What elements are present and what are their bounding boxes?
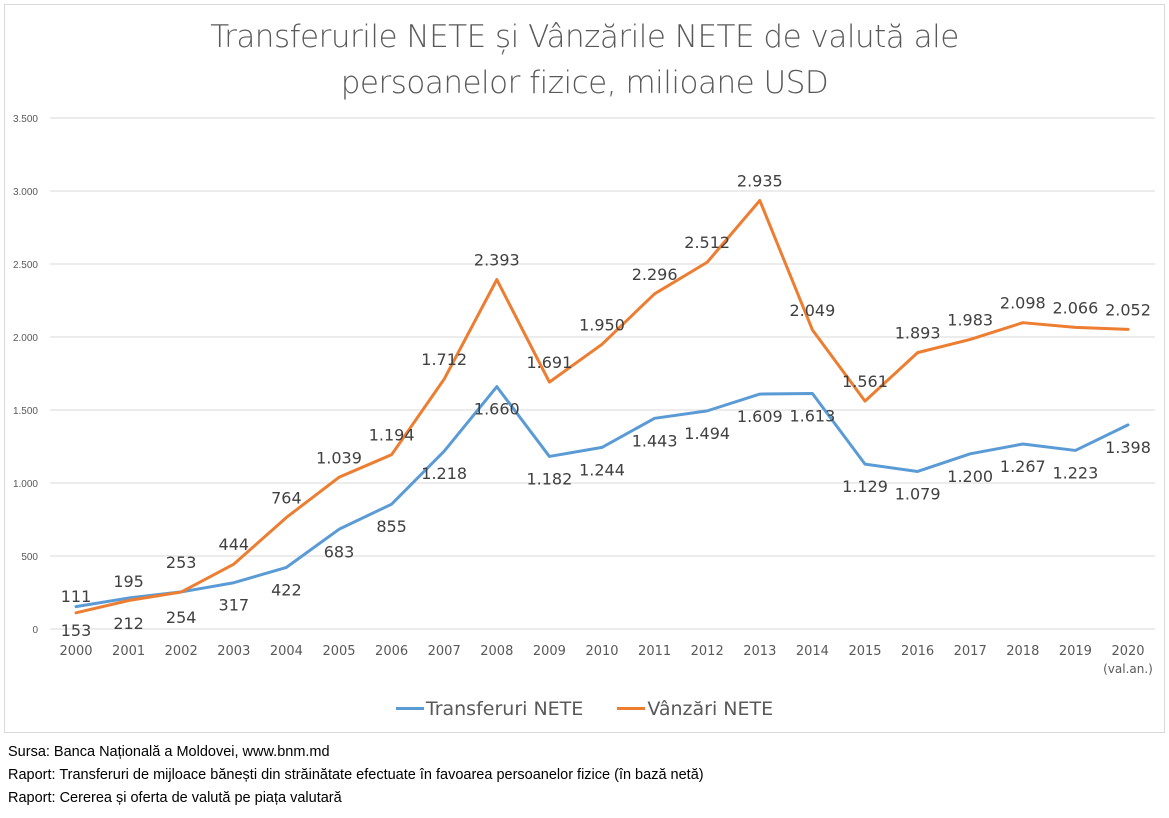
x-tick-label: 2006 bbox=[375, 644, 408, 659]
x-tick-label: 2017 bbox=[954, 644, 987, 659]
y-tick-label: 3.000 bbox=[13, 187, 38, 198]
x-tick-label: 2003 bbox=[217, 644, 250, 659]
data-label: 2.052 bbox=[1105, 300, 1151, 319]
data-label: 855 bbox=[376, 517, 407, 536]
gridlines bbox=[50, 117, 1155, 630]
data-label: 254 bbox=[166, 608, 197, 627]
data-label: 1.609 bbox=[737, 407, 783, 426]
data-label: 212 bbox=[113, 614, 144, 633]
legend-item-transferuri: Transferuri NETE bbox=[395, 697, 584, 720]
data-label: 1.561 bbox=[842, 372, 888, 391]
data-label: 153 bbox=[61, 621, 92, 640]
report-line-currency: Raport: Cererea și oferta de valută pe p… bbox=[8, 790, 342, 806]
report-line-transfers: Raport: Transferuri de mijloace bănești … bbox=[8, 767, 704, 783]
x-tick-label: 2019 bbox=[1059, 644, 1092, 659]
y-tick-label: 1.000 bbox=[13, 479, 38, 490]
data-labels: 153 212 254 317 422 683 855 1.218 1.660 1.182 1.24… bbox=[61, 171, 1151, 640]
x-tick-label: 2013 bbox=[743, 644, 776, 659]
y-tick-label: 2.000 bbox=[13, 333, 38, 344]
data-label: 1.079 bbox=[895, 484, 941, 503]
x-tick-label: 2001 bbox=[112, 644, 145, 659]
legend-item-vanzari: Vânzări NETE bbox=[617, 698, 773, 720]
x-tick-label: 2016 bbox=[901, 644, 934, 659]
x-tick-label: 2010 bbox=[585, 644, 618, 659]
x-axis-ticks: 2000 2001 2002 2003 2004 2005 2006 2007 2008 2009… bbox=[59, 644, 1152, 676]
data-label: 1.613 bbox=[789, 407, 835, 426]
x-tick-label: 2004 bbox=[270, 644, 303, 659]
legend-swatch-blue bbox=[395, 707, 424, 710]
data-label: 317 bbox=[219, 596, 250, 615]
chart-area bbox=[4, 4, 1165, 733]
data-label: 1.443 bbox=[632, 431, 678, 450]
data-label: 2.049 bbox=[789, 301, 835, 320]
chart-title-line-2: persoanelor fizice, milioane USD bbox=[340, 65, 829, 101]
data-label: 444 bbox=[219, 535, 250, 554]
data-label: 1.039 bbox=[316, 448, 362, 467]
data-label: 1.182 bbox=[526, 469, 572, 488]
y-tick-label: 3.500 bbox=[13, 114, 38, 125]
x-tick-label: 2008 bbox=[480, 644, 513, 659]
data-label: 764 bbox=[271, 488, 302, 507]
x-tick-label: 2012 bbox=[691, 644, 724, 659]
x-tick-label: 2018 bbox=[1006, 644, 1039, 659]
data-label: 253 bbox=[166, 553, 197, 572]
data-label: 1.660 bbox=[474, 400, 520, 419]
data-label: 1.194 bbox=[369, 426, 415, 445]
data-label: 1.950 bbox=[579, 315, 625, 334]
data-label: 2.066 bbox=[1052, 298, 1098, 317]
x-tick-label: 2020 bbox=[1111, 644, 1144, 659]
legend-label: Vânzări NETE bbox=[647, 697, 774, 720]
data-label: 1.494 bbox=[684, 424, 730, 443]
chart-title: Transferurile NETE și Vânzările NETE de … bbox=[0, 14, 1169, 106]
data-label: 2.296 bbox=[632, 265, 678, 284]
series-lines bbox=[74, 198, 1130, 615]
data-label: 1.893 bbox=[895, 324, 941, 343]
data-label: 683 bbox=[324, 542, 355, 561]
data-label: 2.935 bbox=[737, 171, 783, 190]
x-tick-label: 2011 bbox=[638, 644, 671, 659]
y-tick-label: 1.500 bbox=[13, 406, 38, 417]
x-tick-label: 2015 bbox=[848, 644, 881, 659]
y-tick-label: 2.500 bbox=[13, 260, 38, 271]
data-label: 2.098 bbox=[1000, 294, 1046, 313]
y-axis-ticks: 0 500 1.000 1.500 2.000 2.500 3.000 3.500 bbox=[13, 114, 38, 636]
data-label: 195 bbox=[113, 572, 144, 591]
legend-swatch-orange bbox=[617, 707, 646, 710]
data-label: 111 bbox=[61, 587, 92, 606]
series-line-transferuri bbox=[74, 385, 1130, 609]
y-tick-label: 0 bbox=[32, 625, 38, 636]
x-tick-label: 2007 bbox=[428, 644, 461, 659]
x-tick-note: (val.an.) bbox=[1103, 662, 1153, 676]
data-label: 1.223 bbox=[1052, 463, 1098, 482]
data-label: 1.983 bbox=[947, 310, 993, 329]
y-tick-label: 500 bbox=[21, 552, 38, 563]
data-label: 1.218 bbox=[421, 464, 467, 483]
x-tick-label: 2000 bbox=[59, 644, 92, 659]
x-tick-label: 2009 bbox=[533, 644, 566, 659]
data-label: 1.691 bbox=[526, 353, 572, 372]
x-tick-label: 2005 bbox=[322, 644, 355, 659]
data-label: 1.129 bbox=[842, 477, 888, 496]
source-line: Sursa: Banca Națională a Moldovei, www.b… bbox=[8, 744, 330, 760]
source-notes: Sursa: Banca Națională a Moldovei, www.b… bbox=[8, 741, 704, 810]
data-label: 2.512 bbox=[684, 233, 730, 252]
x-tick-label: 2014 bbox=[796, 644, 829, 659]
x-tick-label: 2002 bbox=[165, 644, 198, 659]
data-label: 1.200 bbox=[947, 467, 993, 486]
data-label: 1.398 bbox=[1105, 438, 1151, 457]
chart-title-line-1: Transferurile NETE și Vânzările NETE de … bbox=[210, 19, 959, 55]
legend: Transferuri NETE Vânzări NETE bbox=[0, 693, 1169, 720]
data-label: 2.393 bbox=[474, 251, 520, 270]
data-label: 1.267 bbox=[1000, 457, 1046, 476]
data-label: 1.712 bbox=[421, 350, 467, 369]
legend-label: Transferuri NETE bbox=[425, 697, 584, 720]
data-label: 1.244 bbox=[579, 460, 625, 479]
data-label: 422 bbox=[271, 580, 302, 599]
